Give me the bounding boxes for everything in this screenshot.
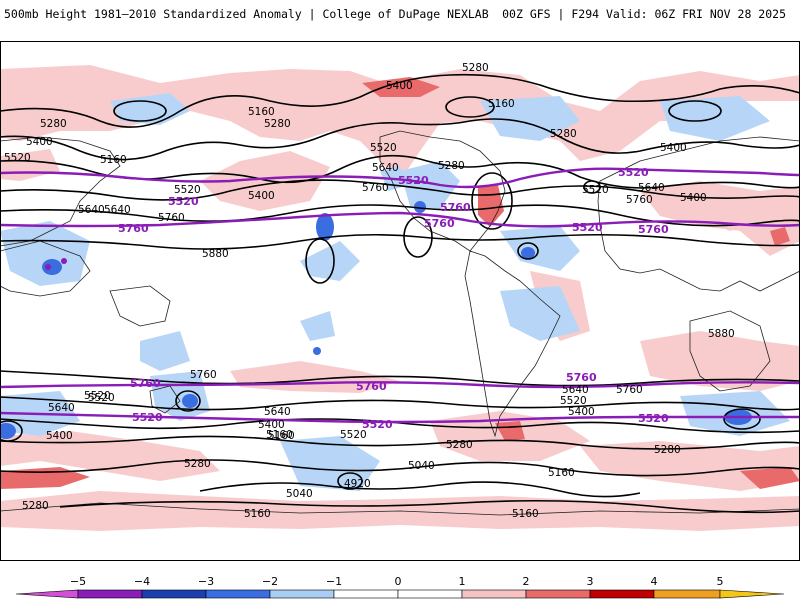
height-label: 5760: [626, 194, 653, 206]
extreme-negative-anomaly-areas: [45, 258, 67, 270]
colorbar-swatch: [589, 589, 655, 599]
colorbar-ticks: −5 −4 −3 −2 −1 0 1 2 3 4 5: [70, 575, 724, 588]
height-label: 5160: [100, 154, 127, 166]
highlight-label: 5520: [132, 411, 163, 424]
highlight-label: 5520: [638, 412, 669, 425]
colorbar-swatch: [205, 589, 271, 599]
height-label: 5760: [616, 384, 643, 396]
height-label: 5280: [446, 439, 473, 451]
height-label: 5400: [386, 80, 413, 92]
colorbar-swatch: [525, 589, 591, 599]
height-label: 5400: [258, 419, 285, 431]
height-label: 5400: [680, 192, 707, 204]
colorbar-tick: 5: [717, 575, 724, 588]
height-label: 5280: [264, 118, 291, 130]
colorbar-swatch: [653, 589, 721, 599]
colorbar-swatch: [269, 589, 335, 599]
colorbar-swatch: [719, 589, 785, 599]
highlight-label: 5760: [424, 217, 455, 230]
height-label: 5160: [512, 508, 539, 520]
height-label: 5400: [248, 190, 275, 202]
height-label: 5280: [550, 128, 577, 140]
height-label: 5280: [438, 160, 465, 172]
highlight-label: 5760: [638, 223, 669, 236]
colorbar-swatch: [461, 589, 527, 599]
colorbar-tick: 2: [523, 575, 530, 588]
height-label: 5880: [202, 248, 229, 260]
colorbar-tick: 4: [651, 575, 658, 588]
height-label: 5760: [362, 182, 389, 194]
height-label: 5520: [174, 184, 201, 196]
height-label: 5520: [4, 152, 31, 164]
colorbar-tick: −4: [134, 575, 150, 588]
colorbar-tick: −3: [198, 575, 214, 588]
colorbar-swatch: [141, 589, 207, 599]
height-label: 5040: [286, 488, 313, 500]
height-label: 5640: [562, 384, 589, 396]
highlight-label: 5520: [398, 174, 429, 187]
height-label: 5400: [26, 136, 53, 148]
height-label: 5640: [78, 204, 105, 216]
height-label: 5280: [22, 500, 49, 512]
height-label: 5280: [462, 62, 489, 74]
height-label: 5760: [190, 369, 217, 381]
height-label: 5520: [560, 395, 587, 407]
highlight-label: 5520: [572, 221, 603, 234]
height-label: 5160: [488, 98, 515, 110]
anomaly-colorbar: −5 −4 −3 −2 −1 0 1 2 3 4 5: [15, 575, 785, 599]
colorbar-tick: −1: [326, 575, 342, 588]
colorbar-swatch: [333, 589, 399, 599]
colorbar-swatch: [397, 589, 463, 599]
height-label: 5280: [184, 458, 211, 470]
height-label: 5520: [84, 390, 111, 402]
colorbar-swatches: [15, 589, 785, 599]
height-label: 5160: [244, 508, 271, 520]
highlight-label: 5520: [618, 166, 649, 179]
height-label: 5880: [708, 328, 735, 340]
highlight-contours: [0, 167, 800, 424]
height-label: 5520: [340, 429, 367, 441]
height-label: 5400: [46, 430, 73, 442]
colorbar-swatch: [77, 589, 143, 599]
colorbar-tick: −2: [262, 575, 278, 588]
height-label: 5640: [104, 204, 131, 216]
highlight-label: 5760: [440, 201, 471, 214]
height-label: 5640: [638, 182, 665, 194]
height-label: 5040: [408, 460, 435, 472]
strong-positive-anomaly-areas: [0, 77, 800, 489]
height-label: 5640: [48, 402, 75, 414]
height-label: 5160: [248, 106, 275, 118]
height-labels: 5280 5400 5160 5280 5400 5160 5520 5640 …: [4, 62, 735, 520]
height-label: 5520: [88, 392, 115, 404]
colorbar-tick: 0: [395, 575, 402, 588]
height-label: 5280: [40, 118, 67, 130]
height-label: 5640: [264, 406, 291, 418]
height-label: 5400: [660, 142, 687, 154]
highlight-label: 5760: [356, 380, 387, 393]
model-run-info: 00Z GFS | F294 Valid: 06Z FRI NOV 28 202…: [502, 7, 786, 21]
colorbar-tick: 3: [587, 575, 594, 588]
height-label: 5160: [266, 429, 293, 441]
height-label: 5160: [268, 430, 295, 442]
chart-title: 500mb Height 1981–2010 Standardized Anom…: [4, 7, 489, 21]
height-label: 5400: [568, 406, 595, 418]
height-label: 4920: [344, 478, 371, 490]
anomaly-map: 5280 5400 5160 5280 5400 5160 5520 5640 …: [0, 41, 800, 561]
height-label: 5520: [370, 142, 397, 154]
coastlines: [0, 130, 800, 516]
highlight-label: 5520: [168, 195, 199, 208]
height-label: 5760: [158, 212, 185, 224]
highlight-label: 5520: [362, 418, 393, 431]
highlight-label: 5760: [566, 371, 597, 384]
colorbar-tick: −5: [70, 575, 86, 588]
highlight-labels: 5520 5760 5520 5760 5520 5760 5520 5760 …: [118, 166, 669, 431]
colorbar-tick: 1: [459, 575, 466, 588]
colorbar-swatch: [15, 589, 79, 599]
highlight-label: 5760: [130, 377, 161, 390]
height-label: 5640: [372, 162, 399, 174]
height-label: 5280: [654, 444, 681, 456]
height-label: 5520: [582, 184, 609, 196]
height-label: 5160: [548, 467, 575, 479]
highlight-label: 5760: [118, 222, 149, 235]
